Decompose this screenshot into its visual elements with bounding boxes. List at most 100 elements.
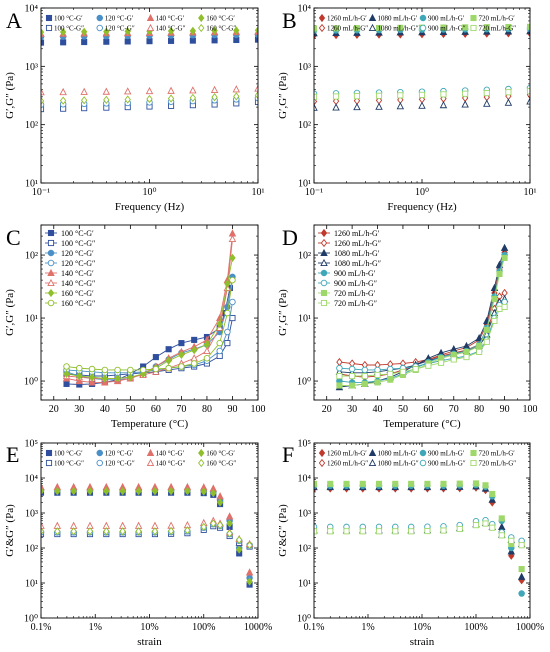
legend-marker [47, 278, 55, 287]
y-tick-label: 10¹ [25, 314, 38, 325]
legend-marker [45, 449, 53, 457]
legend-label: 140 °C-G″ [156, 25, 186, 33]
x-tick-label: 10% [140, 622, 158, 633]
legend-marker [419, 459, 427, 467]
data-point [236, 545, 243, 554]
legend: 1260 mL/h-G′ 1080 mL/h-G′ 900 mL/h-G′ 720 m… [318, 13, 516, 33]
data-point [353, 102, 361, 111]
data-point [489, 490, 496, 498]
data-point [184, 526, 191, 535]
data-point [102, 87, 111, 95]
legend-marker [320, 228, 328, 238]
data-point [476, 342, 483, 350]
data-point [505, 23, 512, 31]
data-point [254, 26, 258, 35]
data-point [233, 36, 240, 44]
data-point [203, 340, 211, 349]
data-point [232, 85, 241, 93]
y-tick-label: 10¹ [298, 579, 311, 590]
data-point [224, 328, 231, 336]
legend-marker [47, 239, 55, 247]
data-point [114, 366, 121, 374]
legend-label: 1080 mL/h-G″ [334, 259, 381, 268]
legend-label: 100 °C-G″ [54, 460, 84, 468]
legend-item: 140 °C-G′ [45, 268, 94, 278]
data-point [472, 480, 480, 487]
y-axis-label: G′,G″ (Pa) [4, 72, 16, 119]
data-point [103, 487, 110, 496]
legend-marker [470, 14, 477, 22]
data-point [216, 339, 223, 347]
legend-label: 100 °C-G′ [54, 15, 83, 23]
data-point [374, 371, 381, 378]
data-point [224, 303, 231, 311]
x-tick-label: 10⁰ [415, 187, 429, 198]
legend-label: 140 °C-G′ [156, 450, 185, 458]
x-tick-label: 20 [322, 404, 332, 415]
data-point [41, 88, 45, 96]
data-point [361, 372, 368, 380]
data-point [124, 95, 131, 104]
data-point [375, 92, 383, 99]
data-point [167, 94, 175, 103]
data-point [440, 24, 447, 31]
legend-item: 100 °C-G″ [45, 25, 84, 33]
data-point [127, 373, 134, 382]
legend-label: 100 °C-G′ [61, 229, 94, 238]
data-point [81, 38, 88, 46]
data-point [314, 25, 318, 32]
data-point [41, 96, 45, 106]
legend-marker [96, 449, 103, 457]
data-point [476, 348, 483, 355]
y-tick-label: 10³ [25, 62, 38, 73]
legend-label: 1260 mL/h-G″ [327, 460, 368, 468]
x-tick-label: 50 [125, 404, 135, 415]
data-point [246, 577, 253, 586]
legend-item: 160 °C-G″ [45, 299, 95, 308]
legend-label: 900 mL/h-G″ [334, 279, 377, 288]
data-point [349, 372, 356, 380]
legend: 1260 mL/h-G′ 1080 mL/h-G′ 900 mL/h-G′ 720 m… [318, 448, 517, 468]
legend-item: 140 °C-G″ [45, 278, 95, 288]
legend-marker [368, 23, 377, 32]
legend-marker [96, 24, 103, 32]
data-point [518, 566, 525, 573]
data-point [203, 346, 211, 355]
data-point [189, 86, 197, 94]
data-point [314, 528, 318, 535]
legend-label: 140 °C-G″ [156, 460, 186, 468]
legend-label: 900 mL/h-G′ [428, 15, 465, 23]
legend-marker [368, 458, 377, 467]
series-line [339, 301, 505, 371]
data-point [226, 519, 233, 528]
y-tick-label: 10¹ [298, 314, 311, 325]
legend-label: 720 mL/h-G″ [479, 460, 517, 468]
legend-item: 1080 mL/h-G′ [368, 448, 418, 458]
data-point [41, 527, 45, 536]
legend-item: 160 °C-G″ [198, 23, 236, 33]
data-point [456, 525, 463, 533]
x-tick-label: 1% [361, 622, 374, 633]
y-tick-label: 10⁴ [25, 4, 39, 15]
legend-item: 160 °C-G′ [45, 288, 94, 298]
data-point [229, 314, 236, 322]
legend-label: 900 mL/h-G″ [428, 460, 466, 468]
x-tick-label: 100 [251, 404, 266, 415]
data-point [119, 527, 126, 536]
y-tick-label: 10² [298, 120, 311, 131]
data-point [482, 520, 489, 527]
data-point [124, 38, 131, 45]
data-point [359, 480, 366, 487]
series-line [339, 292, 505, 366]
data-point [498, 515, 505, 522]
data-point [190, 354, 198, 362]
x-tick-label: 30 [74, 404, 84, 415]
data-point [375, 528, 383, 535]
plot-area [41, 482, 254, 588]
data-point [168, 37, 175, 44]
data-point [191, 345, 198, 355]
legend-item: 1080 mL/h-G″ [368, 458, 419, 468]
series-line [339, 247, 506, 388]
legend-label: 160 °C-G′ [206, 15, 235, 23]
data-point [135, 487, 142, 496]
